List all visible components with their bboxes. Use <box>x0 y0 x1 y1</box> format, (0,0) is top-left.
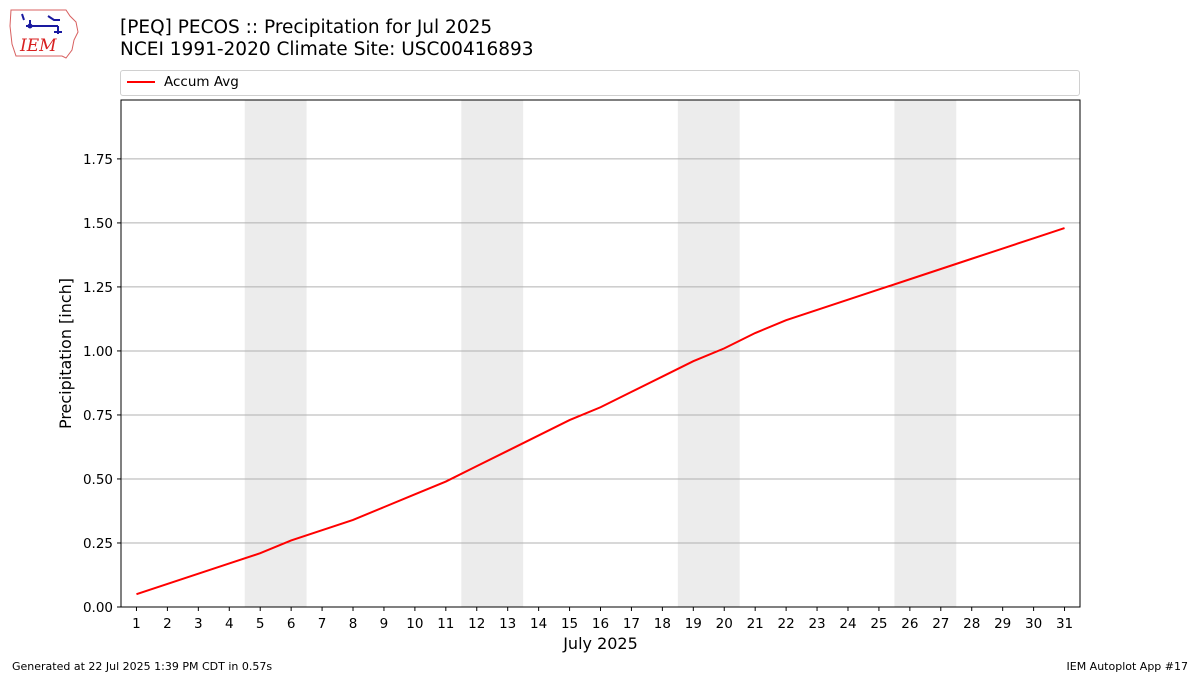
x-tick-label: 8 <box>349 616 358 632</box>
x-tick-label: 12 <box>468 616 485 632</box>
weekend-band <box>677 100 740 607</box>
x-tick-label: 17 <box>623 616 640 632</box>
x-tick-label: 30 <box>1025 616 1042 632</box>
x-tick-label: 11 <box>437 616 454 632</box>
x-tick-label: 4 <box>225 616 234 632</box>
y-tick-label: 1.00 <box>83 344 113 360</box>
x-tick-label: 5 <box>256 616 265 632</box>
x-axis-label: July 2025 <box>562 634 638 653</box>
x-tick-label: 2 <box>163 616 172 632</box>
weather-station-icon <box>21 13 62 34</box>
generated-timestamp: Generated at 22 Jul 2025 1:39 PM CDT in … <box>12 660 273 673</box>
x-tick-label: 23 <box>808 616 825 632</box>
x-tick-label: 7 <box>318 616 327 632</box>
y-tick-label: 0.25 <box>83 536 113 552</box>
logo-text: IEM <box>19 36 57 56</box>
chart-subtitle: NCEI 1991-2020 Climate Site: USC00416893 <box>120 39 534 60</box>
y-tick-label: 1.75 <box>83 152 113 168</box>
weekend-band <box>244 100 307 607</box>
x-tick-label: 10 <box>406 616 423 632</box>
station-dot-icon <box>27 23 33 29</box>
y-tick-label: 1.25 <box>83 280 113 296</box>
y-tick-label: 0.50 <box>83 472 113 488</box>
x-tick-label: 21 <box>747 616 764 632</box>
x-tick-label: 20 <box>716 616 733 632</box>
x-tick-label: 27 <box>932 616 949 632</box>
x-tick-label: 14 <box>530 616 547 632</box>
app-credit: IEM Autoplot App #17 <box>1066 660 1189 673</box>
chart-title: [PEQ] PECOS :: Precipitation for Jul 202… <box>120 17 493 38</box>
x-tick-label: 6 <box>287 616 296 632</box>
y-axis-label: Precipitation [inch] <box>56 278 75 429</box>
series-line-accum-avg <box>136 227 1065 596</box>
x-tick-label: 31 <box>1056 616 1073 632</box>
iem-logo: IEM <box>9 9 79 59</box>
x-tick-label: 28 <box>963 616 980 632</box>
weekend-band <box>461 100 524 607</box>
weekend-band <box>894 100 957 607</box>
x-tick-label: 18 <box>654 616 671 632</box>
y-tick-label: 0.00 <box>83 600 113 616</box>
x-tick-label: 16 <box>592 616 609 632</box>
iowa-outline-icon <box>9 9 79 59</box>
x-tick-label: 15 <box>561 616 578 632</box>
y-tick-label: 0.75 <box>83 408 113 424</box>
x-tick-label: 1 <box>132 616 141 632</box>
legend-swatch-accum-avg <box>127 81 155 83</box>
x-tick-label: 26 <box>901 616 918 632</box>
x-tick-label: 24 <box>839 616 856 632</box>
x-tick-label: 29 <box>994 616 1011 632</box>
legend-label-accum-avg: Accum Avg <box>164 74 239 90</box>
x-tick-label: 22 <box>778 616 795 632</box>
plot-frame <box>120 99 1081 608</box>
legend: Accum Avg <box>120 70 1080 96</box>
y-tick-label: 1.50 <box>83 216 113 232</box>
x-tick-label: 19 <box>685 616 702 632</box>
x-tick-label: 25 <box>870 616 887 632</box>
x-tick-label: 9 <box>380 616 389 632</box>
x-tick-label: 13 <box>499 616 516 632</box>
x-tick-label: 3 <box>194 616 203 632</box>
